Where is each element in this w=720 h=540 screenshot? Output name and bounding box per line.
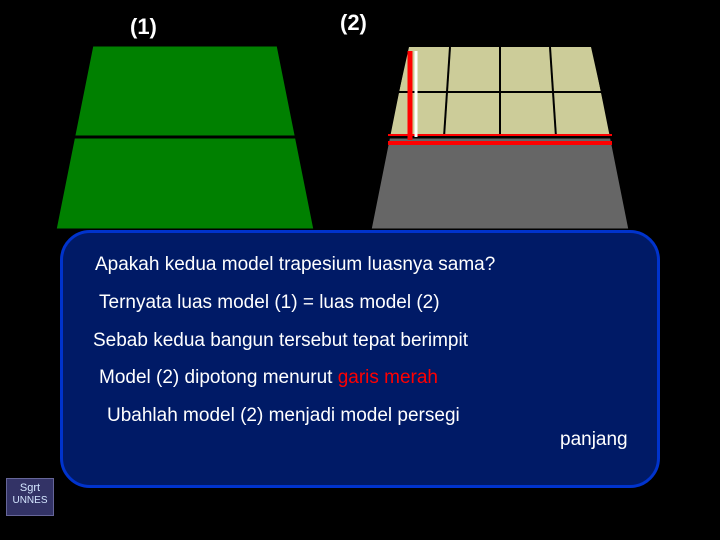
floating-word-panjang: panjang — [560, 429, 628, 451]
trapezoid-right — [370, 45, 630, 230]
label-2: (2) — [340, 10, 367, 36]
text-line-4-pre: Model (2) dipotong menurut — [99, 367, 338, 388]
trapezoid-left — [55, 45, 315, 230]
badge-unnes: Sgrt UNNES — [6, 478, 54, 516]
text-line-3: Sebab kedua bangun tersebut tepat berimp… — [93, 329, 633, 353]
text-line-4-highlight: garis merah — [338, 367, 438, 388]
shapes-area — [0, 45, 720, 240]
text-line-5: Ubahlah model (2) menjadi model persegi — [107, 405, 460, 426]
badge-line-1: Sgrt — [7, 482, 53, 495]
text-line-2: Ternyata luas model (1) = luas model (2) — [99, 291, 633, 315]
label-1: (1) — [130, 14, 157, 40]
text-line-1: Apakah kedua model trapesium luasnya sam… — [95, 253, 633, 277]
badge-line-2: UNNES — [7, 495, 53, 507]
text-line-4: Model (2) dipotong menurut garis merah — [99, 366, 633, 390]
